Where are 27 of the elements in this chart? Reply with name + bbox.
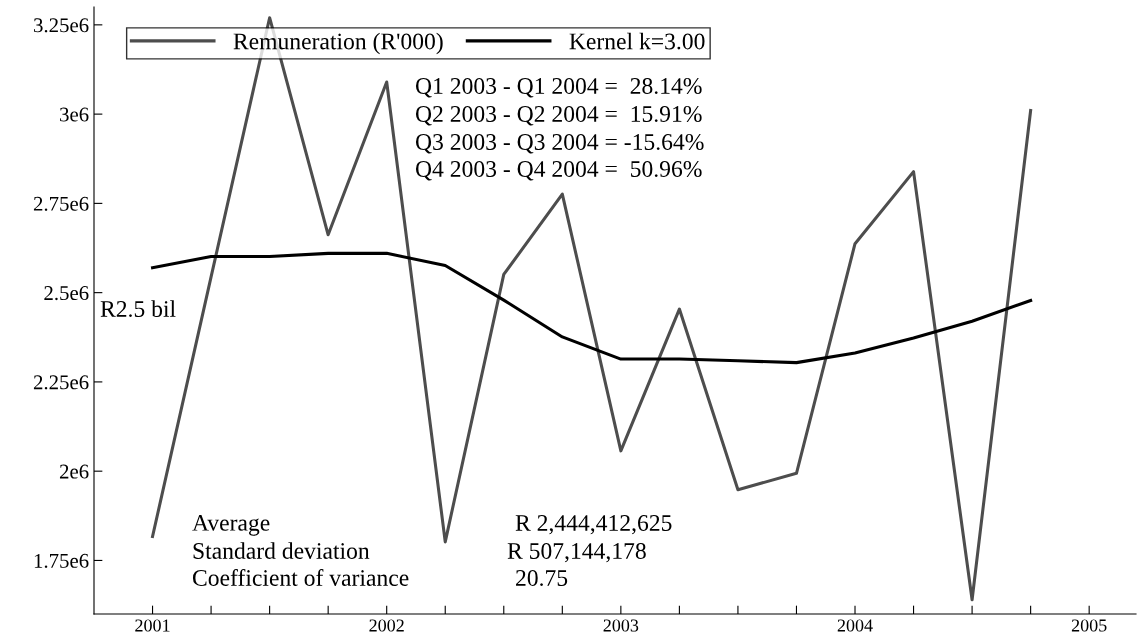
annotation: R2.5 bil bbox=[100, 300, 176, 318]
y-tick-label: 2e6 bbox=[59, 464, 89, 479]
y-tick-label: 3.25e6 bbox=[34, 18, 89, 33]
y-tick-label: 2.5e6 bbox=[44, 286, 89, 301]
annotation: Q2 2003 - Q2 2004 = 15.91% bbox=[415, 105, 702, 126]
x-tick-label: 2003 bbox=[603, 619, 639, 632]
legend-label: Remuneration (R'000) bbox=[233, 32, 443, 55]
annotation: R 2,444,412,625 bbox=[515, 515, 672, 535]
annotation: Average bbox=[192, 515, 270, 536]
y-tick-label: 1.75e6 bbox=[34, 553, 89, 568]
annotation: Standard deviation bbox=[193, 542, 370, 559]
x-tick-label: 2001 bbox=[135, 619, 170, 632]
x-tick-label: 2002 bbox=[369, 619, 404, 632]
annotation: Q3 2003 - Q3 2004 = -15.64% bbox=[415, 133, 704, 154]
y-tick-label: 2.25e6 bbox=[33, 375, 89, 390]
annotation: Coefficient of variance bbox=[192, 569, 409, 586]
line-series bbox=[151, 16, 1033, 602]
line-series bbox=[151, 251, 1033, 365]
annotation: Q4 2003 - Q4 2004 = 50.96% bbox=[415, 160, 702, 181]
y-tick-label: 3e6 bbox=[60, 107, 89, 122]
y-tick-label: 2.75e6 bbox=[33, 196, 89, 211]
x-tick-label: 2004 bbox=[837, 619, 873, 632]
annotation: 20.75 bbox=[516, 569, 568, 587]
x-tick-label: 2005 bbox=[1071, 619, 1107, 632]
annotation: R 507,144,178 bbox=[507, 542, 646, 563]
annotation: Q1 2003 - Q1 2004 = 28.14% bbox=[415, 77, 702, 98]
legend-label: Kernel k=3.00 bbox=[569, 32, 705, 50]
